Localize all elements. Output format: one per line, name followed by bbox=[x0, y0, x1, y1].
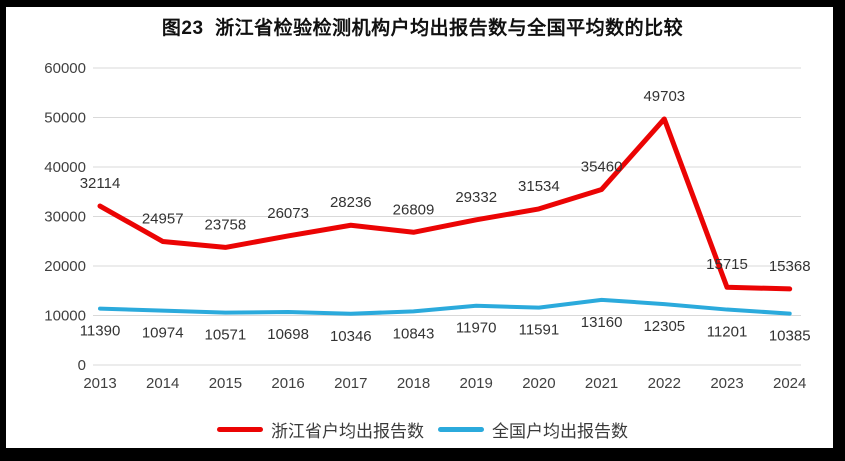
data-label: 29332 bbox=[455, 189, 497, 206]
data-label: 26809 bbox=[393, 201, 435, 218]
data-label: 10843 bbox=[393, 325, 435, 342]
red-line-swatch-icon bbox=[217, 427, 263, 432]
blue-line-swatch-icon bbox=[438, 427, 484, 432]
chart-background bbox=[6, 7, 833, 448]
data-label: 15368 bbox=[769, 258, 811, 275]
data-label: 12305 bbox=[643, 318, 685, 335]
legend-label-national: 全国户均出报告数 bbox=[492, 422, 628, 441]
x-tick-label: 2023 bbox=[710, 375, 743, 392]
y-tick-label: 60000 bbox=[44, 60, 86, 77]
legend-item-national: 全国户均出报告数 bbox=[438, 417, 628, 442]
data-label: 11390 bbox=[80, 323, 121, 340]
y-tick-label: 30000 bbox=[44, 209, 86, 226]
data-label: 32114 bbox=[80, 175, 121, 192]
series-line-1 bbox=[98, 297, 792, 316]
data-label: 13160 bbox=[581, 314, 623, 331]
x-tick-label: 2021 bbox=[585, 375, 618, 392]
x-tick-label: 2014 bbox=[146, 375, 179, 392]
data-label: 10385 bbox=[769, 328, 811, 345]
y-tick-label: 0 bbox=[78, 357, 86, 374]
data-label: 11201 bbox=[707, 324, 748, 341]
data-label: 49703 bbox=[643, 88, 685, 105]
y-tick-label: 10000 bbox=[44, 308, 86, 325]
x-tick-label: 2013 bbox=[83, 375, 116, 392]
y-tick-label: 50000 bbox=[44, 110, 86, 127]
x-tick-label: 2015 bbox=[209, 375, 242, 392]
data-label: 24957 bbox=[142, 210, 184, 227]
data-label: 35460 bbox=[581, 158, 623, 175]
data-label: 10698 bbox=[267, 326, 309, 343]
data-label: 28236 bbox=[330, 194, 372, 211]
legend: 浙江省户均出报告数 全国户均出报告数 bbox=[0, 417, 845, 442]
data-label: 31534 bbox=[518, 178, 560, 195]
series-line-0 bbox=[97, 116, 793, 292]
x-tick-label: 2020 bbox=[522, 375, 555, 392]
data-label: 26073 bbox=[267, 205, 309, 222]
data-label: 10974 bbox=[142, 325, 184, 342]
x-tick-label: 2019 bbox=[460, 375, 493, 392]
data-label: 10346 bbox=[330, 328, 372, 345]
x-tick-label: 2017 bbox=[334, 375, 367, 392]
data-label: 11591 bbox=[519, 322, 560, 339]
legend-label-zhejiang: 浙江省户均出报告数 bbox=[271, 422, 424, 441]
data-label: 11970 bbox=[456, 320, 497, 337]
data-label: 10571 bbox=[205, 327, 247, 344]
x-tick-label: 2018 bbox=[397, 375, 430, 392]
y-tick-label: 40000 bbox=[44, 159, 86, 176]
x-tick-label: 2022 bbox=[648, 375, 681, 392]
chart-title: 图23 浙江省检验检测机构户均出报告数与全国平均数的比较 bbox=[161, 18, 684, 39]
legend-item-zhejiang: 浙江省户均出报告数 bbox=[217, 417, 424, 442]
y-tick-label: 20000 bbox=[44, 258, 86, 275]
x-tick-label: 2016 bbox=[271, 375, 304, 392]
data-label: 15715 bbox=[706, 256, 748, 273]
x-tick-label: 2024 bbox=[773, 375, 806, 392]
data-label: 23758 bbox=[205, 216, 247, 233]
